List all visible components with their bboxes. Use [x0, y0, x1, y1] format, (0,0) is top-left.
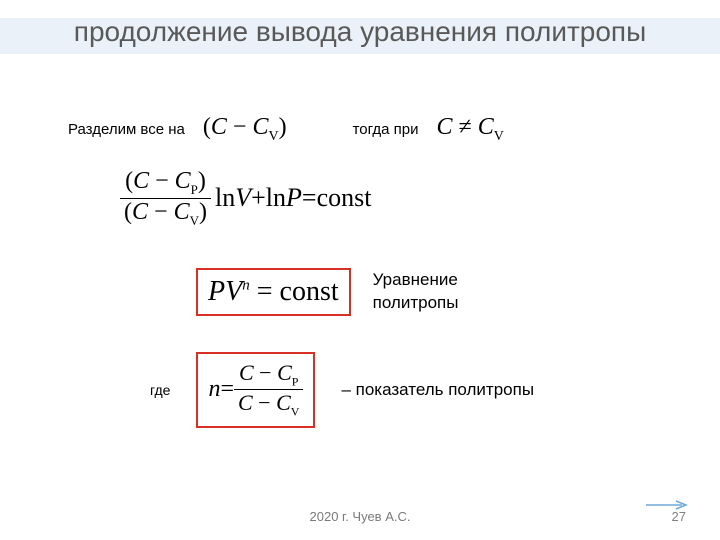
sym-n-exp: n: [242, 278, 250, 294]
sym-V: V: [225, 276, 242, 307]
boxed-polytrope-eq: PVn = const: [196, 268, 351, 316]
eq1-eq: =: [302, 183, 317, 213]
sym-P: P: [208, 276, 225, 307]
next-arrow-icon: [646, 500, 688, 502]
sym-n: n: [208, 376, 220, 403]
eq1-num-lp: (: [125, 168, 133, 194]
eq1-num-Cp: C: [175, 168, 191, 194]
eq1-den-lp: (: [124, 199, 132, 225]
text-then-when: тогда при: [353, 121, 419, 138]
eq1-lnV-V: V: [235, 183, 251, 213]
label-polytrope-equation: Уравнение политропы: [373, 269, 459, 315]
n-den-Cv-sub: V: [291, 405, 300, 419]
boxed-eq: =: [250, 276, 280, 307]
eq1-den-Cv-sub: V: [190, 213, 199, 228]
label-line1: Уравнение: [373, 270, 458, 289]
eq1-plus: +: [251, 183, 266, 213]
boxed-rhs: const: [280, 276, 339, 307]
n-num-minus: −: [254, 360, 277, 385]
boxed-n-definition: n = C − CP C − CV: [196, 352, 315, 428]
page-number: 27: [672, 509, 686, 524]
eq1-den-Cv: C: [174, 199, 190, 225]
eq1-num-C: C: [133, 168, 149, 194]
eq1-rhs: const: [317, 183, 372, 213]
label-line2: политропы: [373, 293, 459, 312]
n-eq: =: [220, 376, 234, 403]
expr-C-neq-Cv: C ≠ CV: [437, 114, 504, 145]
text-where: где: [150, 382, 170, 398]
sym-Cv-2: C: [478, 114, 494, 140]
equation-log-form: (C − CP) (C − CV) lnV + lnP = const: [120, 168, 371, 229]
footer-author: 2020 г. Чуев А.С.: [0, 509, 720, 524]
eq1-num-rp: ): [198, 168, 206, 194]
eq1-lnP-P: P: [286, 183, 302, 213]
n-num-C: C: [239, 360, 254, 385]
eq1-den-C: C: [132, 199, 148, 225]
eq1-den-rp: ): [199, 199, 207, 225]
sub-V: V: [268, 129, 278, 144]
n-den-C: C: [238, 390, 253, 415]
eq1-num-minus: −: [149, 168, 175, 194]
slide-title: продолжение вывода уравнения политропы: [0, 14, 720, 50]
eq1-num-Cp-sub: P: [191, 182, 198, 197]
n-num-Cp: C: [277, 360, 292, 385]
eq1-lnV-ln: ln: [215, 183, 235, 213]
sym-C-2: C: [437, 114, 453, 140]
n-den-minus: −: [253, 390, 276, 415]
eq1-den-minus: −: [148, 199, 174, 225]
label-polytrope-index: – показатель политропы: [341, 380, 534, 400]
paren-right: ): [279, 114, 287, 140]
eq1-lnP-ln: ln: [266, 183, 286, 213]
n-den-Cv: C: [276, 390, 291, 415]
sym-Cv: C: [252, 114, 268, 140]
n-num-Cp-sub: P: [292, 374, 299, 388]
text-divide-by: Разделим все на: [68, 121, 185, 138]
sub-V-2: V: [494, 129, 504, 144]
expr-C-minus-Cv: (C − CV): [203, 114, 287, 145]
paren-left: (: [203, 114, 211, 140]
sym-C: C: [211, 114, 227, 140]
sym-minus: −: [227, 114, 253, 140]
sym-neq: ≠: [453, 114, 478, 140]
